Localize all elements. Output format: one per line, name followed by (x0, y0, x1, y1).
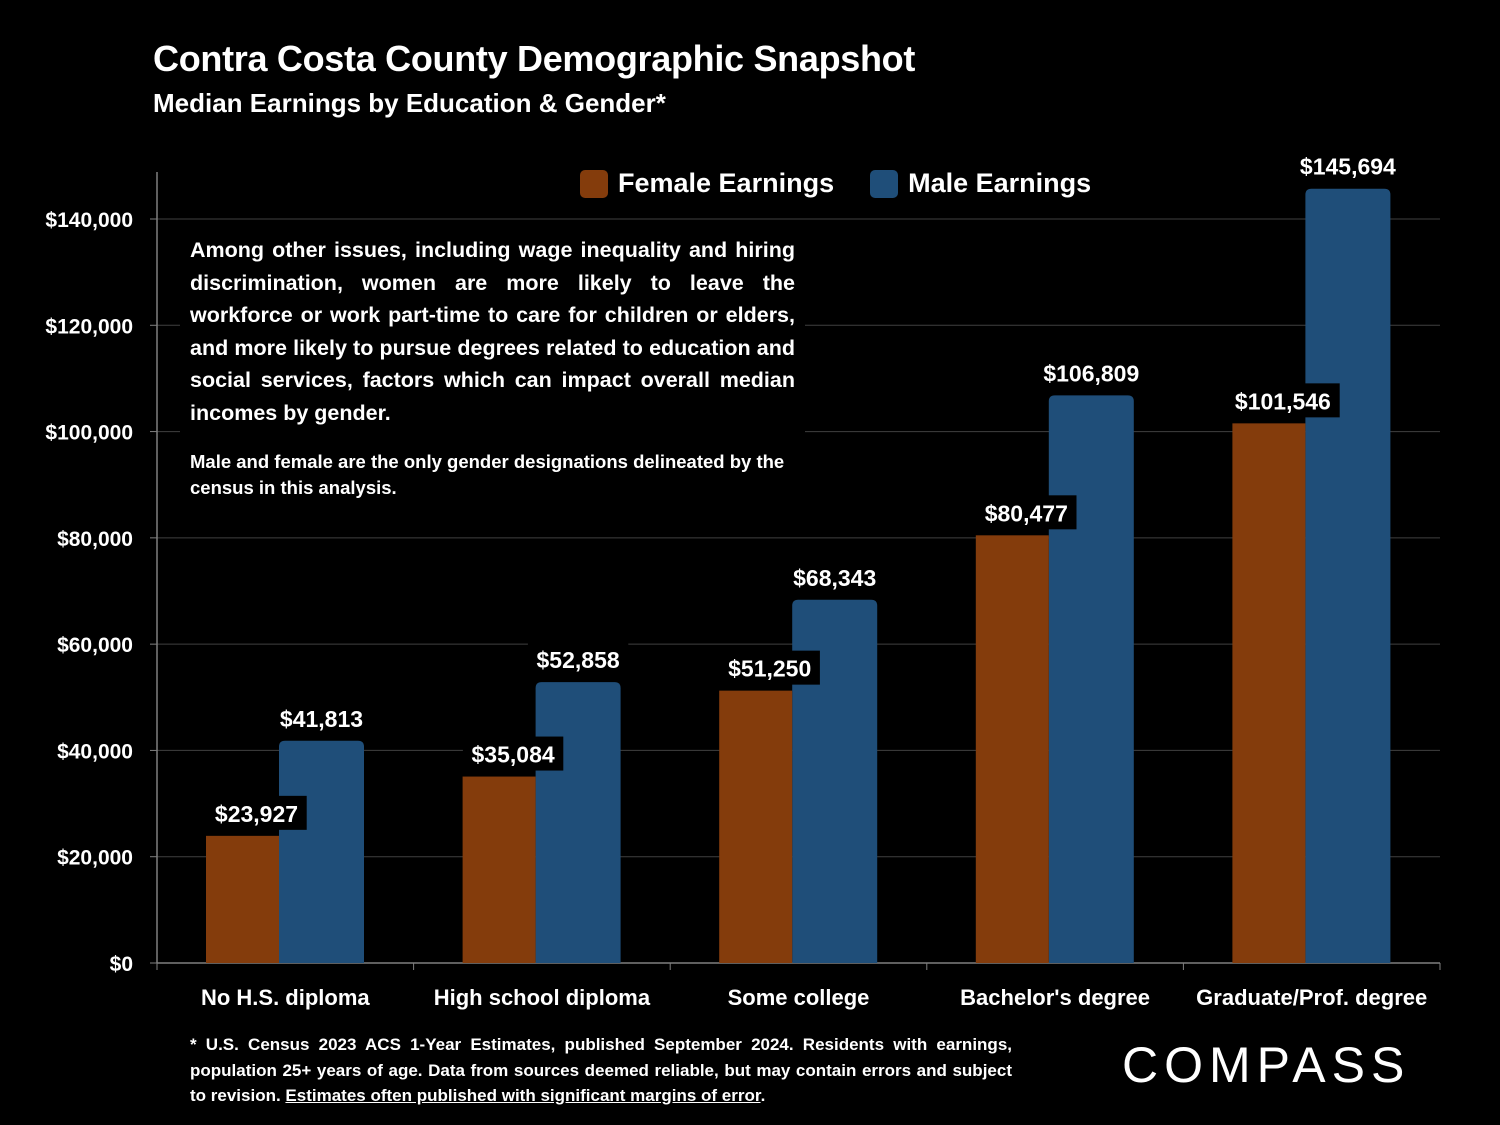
footnote-text: * U.S. Census 2023 ACS 1-Year Estimates,… (190, 1035, 1012, 1105)
data-label-male-bg (1034, 355, 1149, 390)
chart-title: Contra Costa County Demographic Snapshot (153, 38, 916, 79)
x-category-label: Some college (728, 985, 870, 1010)
data-label-male: $106,809 (1043, 360, 1139, 386)
data-label-female-bg (976, 495, 1077, 530)
legend-label-male: Male Earnings (908, 168, 1092, 198)
data-label-male: $52,858 (537, 647, 620, 673)
y-tick-label: $60,000 (57, 634, 133, 657)
footnote-end: . (760, 1086, 766, 1105)
bar-male (1048, 395, 1134, 963)
y-tick-label: $40,000 (57, 740, 133, 763)
bar-male (792, 599, 878, 963)
data-label-male-bg (784, 559, 885, 594)
bar-female (1232, 423, 1306, 963)
chart-subtitle: Median Earnings by Education & Gender* (153, 88, 666, 118)
footnote: * U.S. Census 2023 ACS 1-Year Estimates,… (190, 1032, 1012, 1109)
bar-male (279, 740, 364, 963)
data-label-female-bg (1226, 383, 1340, 418)
data-label-male-bg (1291, 148, 1405, 183)
legend-swatch-female (580, 169, 608, 198)
data-label-male: $145,694 (1300, 154, 1396, 180)
bar-male (1305, 188, 1391, 963)
legend-swatch-male (870, 169, 899, 198)
y-tick-label: $120,000 (45, 315, 133, 338)
footnote-link[interactable]: Estimates often published with significa… (285, 1086, 761, 1105)
bar-female (719, 690, 793, 963)
y-tick-label: $0 (110, 953, 133, 976)
x-category-label: High school diploma (434, 985, 651, 1010)
legend-item-male: Male Earnings (870, 168, 1091, 199)
data-label-female: $101,546 (1235, 388, 1331, 414)
legend-label-female: Female Earnings (618, 168, 835, 198)
data-label-female: $35,084 (472, 742, 555, 768)
y-tick-label: $140,000 (45, 209, 133, 232)
annotation-sub-text: Male and female are the only gender desi… (190, 451, 785, 498)
data-label-female: $23,927 (215, 801, 298, 827)
x-category-label: No H.S. diploma (201, 985, 370, 1010)
data-label-male: $41,813 (280, 706, 363, 732)
y-tick-label: $100,000 (45, 422, 133, 445)
annotation-main-text: Among other issues, including wage inequ… (190, 238, 795, 425)
compass-logo: COMPASS (1122, 1037, 1411, 1093)
data-label-female-bg (462, 736, 564, 771)
legend: Female Earnings Male Earnings (580, 168, 1127, 199)
data-label-male-bg (527, 642, 629, 677)
bar-female (462, 776, 536, 963)
legend-item-female: Female Earnings (580, 168, 834, 199)
data-label-male: $68,343 (793, 565, 876, 591)
data-label-male-bg (271, 700, 372, 735)
data-label-female: $80,477 (985, 500, 1068, 526)
data-label-female-bg (206, 795, 307, 830)
y-tick-label: $80,000 (57, 528, 133, 551)
bar-female (975, 535, 1049, 963)
bar-male (535, 682, 621, 963)
y-tick-label: $20,000 (57, 847, 133, 870)
x-category-label: Bachelor's degree (960, 985, 1150, 1010)
x-category-label: Graduate/Prof. degree (1196, 985, 1427, 1010)
data-label-female-bg (719, 650, 820, 685)
annotation-box: Among other issues, including wage inequ… (180, 228, 805, 507)
data-label-female: $51,250 (728, 656, 811, 682)
bar-female (206, 835, 279, 963)
